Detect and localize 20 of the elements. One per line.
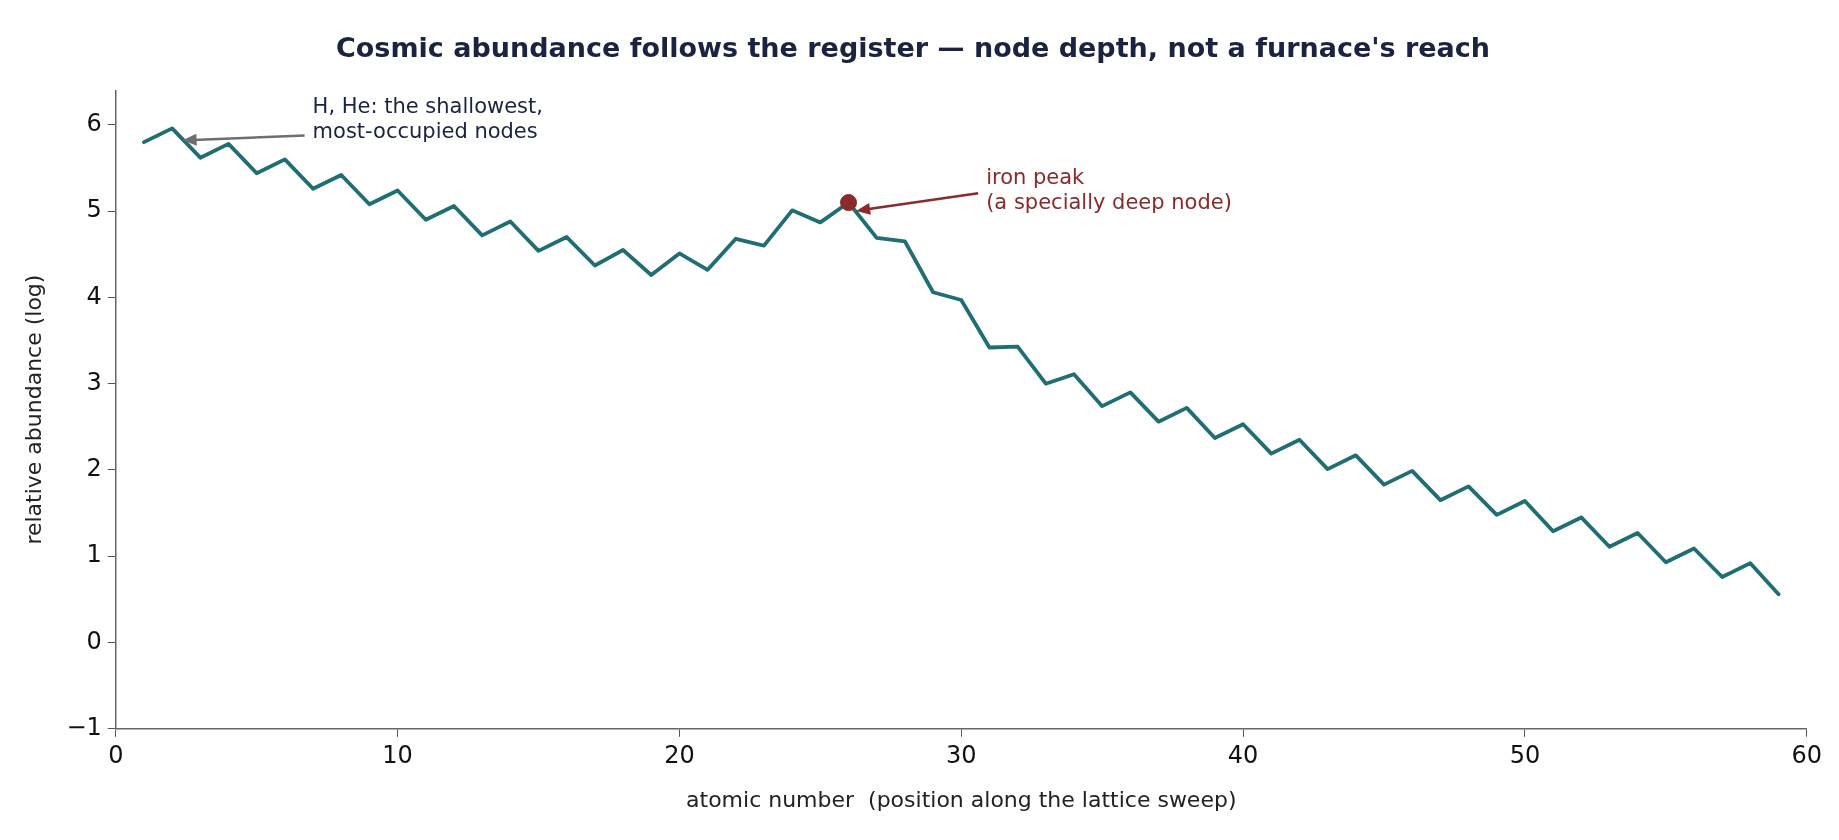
x-axis-title: atomic number (position along the lattice sweep) <box>686 786 1237 812</box>
y-tick-label: 2 <box>86 454 102 483</box>
x-tick-label: 20 <box>664 741 695 770</box>
x-tick-label: 50 <box>1509 741 1541 770</box>
y-axis-title: relative abundance (log) <box>20 274 46 545</box>
y-tick-label: 6 <box>86 109 102 138</box>
x-tick-label: 60 <box>1791 741 1822 770</box>
chart-title: Cosmic abundance follows the register — node depth, not a furnace's reach <box>335 32 1491 64</box>
x-tick-label: 40 <box>1227 741 1259 770</box>
y-tick-label: 1 <box>86 540 102 569</box>
y-tick-label: 3 <box>86 367 102 396</box>
x-tick-label: 30 <box>945 741 977 770</box>
annotation: H, He: the shallowest, most-occupied nodes <box>312 94 543 144</box>
x-tick-label: 10 <box>382 741 413 770</box>
y-tick-label: −1 <box>66 713 102 742</box>
y-tick-label: 4 <box>86 281 102 310</box>
x-tick-label: 0 <box>108 741 124 770</box>
y-tick-label: 0 <box>86 626 102 655</box>
y-tick-label: 5 <box>86 195 102 224</box>
annotation: iron peak (a specially deep node) <box>986 165 1232 215</box>
